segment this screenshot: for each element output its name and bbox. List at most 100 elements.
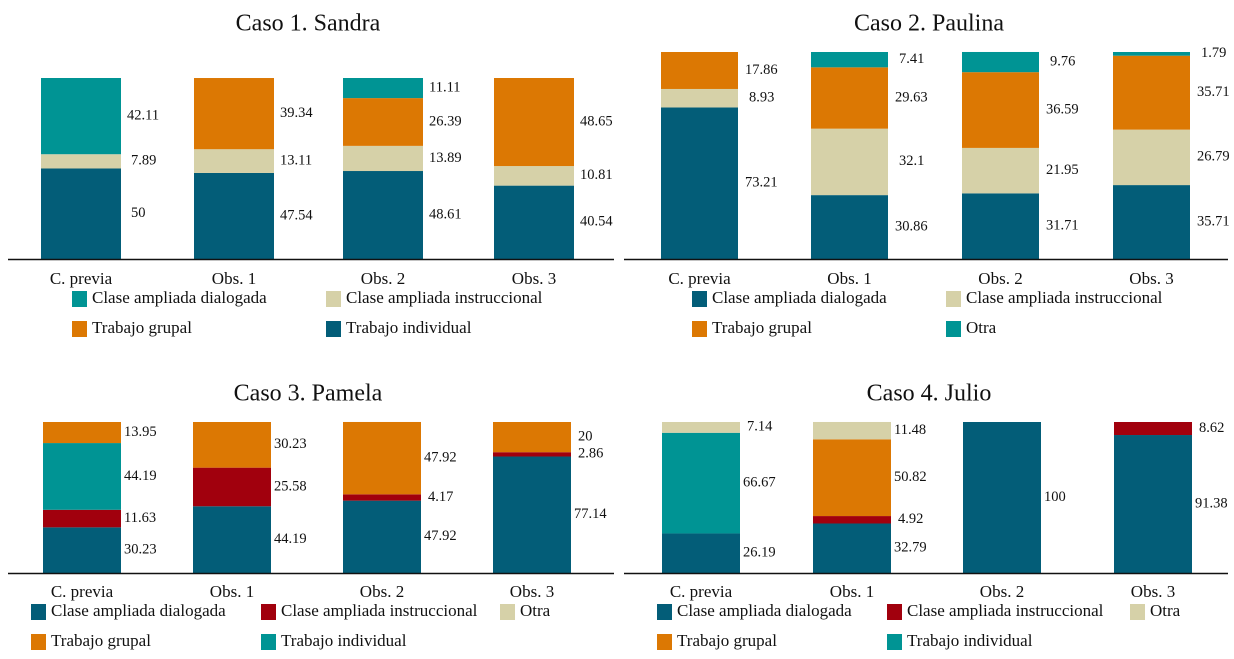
data-label: 47.92 bbox=[424, 528, 457, 544]
data-label: 32.79 bbox=[894, 540, 927, 556]
x-tick-label: Obs. 2 bbox=[980, 582, 1024, 601]
bar-segment bbox=[962, 193, 1039, 259]
data-label: 50.82 bbox=[894, 469, 927, 485]
bar-segment bbox=[813, 439, 891, 517]
chart-title: Caso 2. Paulina bbox=[854, 11, 1004, 37]
x-tick-label: Obs. 1 bbox=[830, 582, 874, 601]
bar-segment bbox=[662, 422, 740, 433]
data-label: 44.19 bbox=[274, 531, 307, 547]
bar-segment bbox=[494, 78, 574, 167]
chart-panel-1: Caso 1. Sandra 50 7.89 42.11 C. previa 47.54 1… bbox=[8, 11, 614, 337]
legend-label: Trabajo grupal bbox=[712, 318, 812, 337]
legend-label: Clase ampliada instruccional bbox=[907, 601, 1104, 620]
bar-segment bbox=[343, 421, 421, 495]
legend-label: Trabajo grupal bbox=[92, 318, 192, 337]
bar-segment bbox=[962, 72, 1039, 148]
data-label: 7.41 bbox=[899, 51, 924, 67]
legend-label: Trabajo grupal bbox=[677, 631, 777, 650]
bar-segment bbox=[193, 506, 271, 573]
bar-segment bbox=[43, 527, 121, 573]
data-label: 11.11 bbox=[429, 79, 461, 95]
chart-title: Caso 4. Julio bbox=[867, 381, 992, 407]
legend-swatch bbox=[72, 291, 87, 307]
legend-label: Clase ampliada dialogada bbox=[92, 288, 267, 307]
legend-label: Otra bbox=[966, 318, 997, 337]
bar-segment bbox=[661, 52, 738, 89]
bar-segment bbox=[813, 523, 891, 573]
bar-segment bbox=[811, 67, 888, 129]
bar-segment bbox=[662, 432, 740, 534]
x-tick-label: Obs. 3 bbox=[1129, 269, 1173, 288]
bar-segment bbox=[662, 533, 740, 573]
bar-segment bbox=[1113, 55, 1190, 130]
bar-segment bbox=[661, 107, 738, 260]
legend: Clase ampliada dialogada Clase ampliada i… bbox=[72, 288, 543, 337]
legend-swatch bbox=[326, 321, 341, 337]
x-tick-label: C. previa bbox=[50, 269, 113, 288]
data-label: 47.92 bbox=[424, 449, 457, 465]
legend-label: Trabajo individual bbox=[346, 318, 472, 337]
legend-label: Clase ampliada dialogada bbox=[677, 601, 852, 620]
bar-segment bbox=[493, 422, 571, 453]
legend-label: Trabajo individual bbox=[907, 631, 1033, 650]
legend-label: Otra bbox=[1150, 601, 1181, 620]
data-label: 73.21 bbox=[745, 175, 778, 191]
data-label: 2.86 bbox=[578, 446, 603, 462]
bar-segment bbox=[194, 149, 274, 173]
x-tick-label: Obs. 3 bbox=[1131, 582, 1175, 601]
bar-segment bbox=[43, 422, 121, 444]
legend-swatch bbox=[31, 604, 46, 620]
x-tick-label: Obs. 1 bbox=[210, 582, 254, 601]
legend-swatch bbox=[692, 321, 707, 337]
legend-swatch bbox=[261, 604, 276, 620]
data-label: 47.54 bbox=[280, 207, 313, 223]
bar-segment bbox=[811, 195, 888, 259]
data-label: 21.95 bbox=[1046, 162, 1079, 178]
data-label: 7.89 bbox=[131, 153, 156, 169]
data-label: 42.11 bbox=[127, 107, 159, 123]
chart-panel-4: Caso 4. Julio 26.19 66.67 7.14 C. previa 32.7… bbox=[624, 381, 1228, 650]
bar-segment bbox=[494, 166, 574, 186]
data-label: 39.34 bbox=[280, 105, 313, 121]
bar-segment bbox=[494, 185, 574, 259]
legend-label: Clase ampliada instruccional bbox=[966, 288, 1163, 307]
bar-segment bbox=[43, 443, 121, 510]
legend: Clase ampliada dialogada Clase ampliada i… bbox=[31, 601, 551, 650]
data-label: 26.79 bbox=[1197, 149, 1230, 165]
bar-segment bbox=[343, 145, 423, 172]
legend-label: Trabajo individual bbox=[281, 631, 407, 650]
data-label: 26.19 bbox=[743, 545, 776, 561]
x-tick-label: C. previa bbox=[51, 582, 114, 601]
x-tick-label: C. previa bbox=[670, 582, 733, 601]
legend-swatch bbox=[692, 291, 707, 307]
data-label: 35.71 bbox=[1197, 213, 1230, 229]
bar-segment bbox=[963, 422, 1041, 573]
chart-panel-3: Caso 3. Pamela 30.23 11.63 44.19 13.95 C. pre… bbox=[8, 381, 614, 650]
legend-swatch bbox=[31, 634, 46, 650]
x-tick-label: Obs. 1 bbox=[827, 269, 871, 288]
bar-segment bbox=[811, 128, 888, 196]
bar-segment bbox=[193, 422, 271, 468]
chart-title: Caso 3. Pamela bbox=[234, 381, 383, 407]
bar-segment bbox=[1113, 52, 1190, 56]
data-label: 29.63 bbox=[895, 89, 928, 105]
bar-segment bbox=[41, 154, 121, 169]
data-label: 91.38 bbox=[1195, 495, 1228, 511]
bar-segment bbox=[343, 78, 423, 99]
bar-segment bbox=[43, 509, 121, 528]
data-label: 13.95 bbox=[124, 424, 157, 440]
legend-swatch bbox=[657, 604, 672, 620]
data-label: 48.61 bbox=[429, 206, 462, 222]
x-tick-label: Obs. 2 bbox=[361, 269, 405, 288]
bar-segment bbox=[343, 98, 423, 146]
data-label: 66.67 bbox=[743, 474, 776, 490]
bar-segment bbox=[813, 421, 891, 440]
data-label: 4.17 bbox=[428, 489, 453, 505]
data-label: 30.23 bbox=[274, 436, 307, 452]
chart-title: Caso 1. Sandra bbox=[236, 11, 381, 37]
data-label: 8.62 bbox=[1199, 420, 1224, 436]
bar-segment bbox=[343, 171, 423, 259]
legend: Clase ampliada dialogada Clase ampliada i… bbox=[657, 601, 1181, 650]
data-label: 30.23 bbox=[124, 542, 157, 558]
